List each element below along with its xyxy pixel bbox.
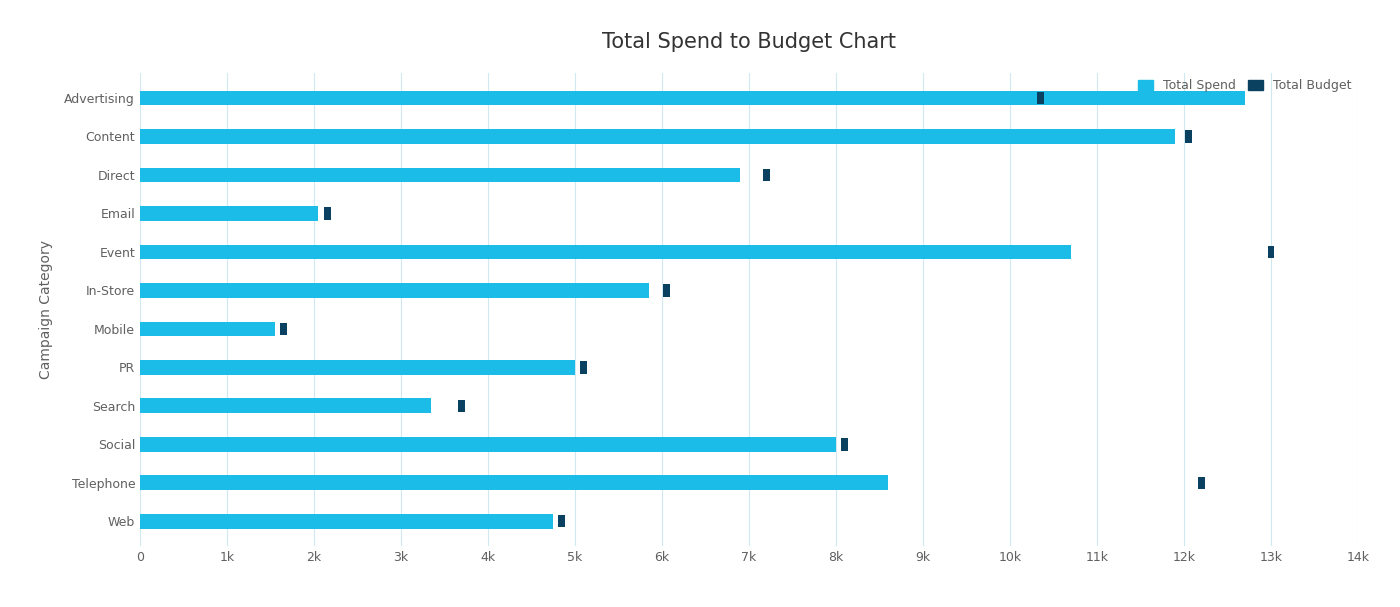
Bar (140, 245, 1071, 259)
Bar (140, 90, 1245, 105)
Bar (140, 437, 836, 452)
Bar (140, 398, 431, 413)
Bar (140, 360, 575, 375)
Y-axis label: Campaign Category: Campaign Category (39, 240, 53, 379)
Bar (140, 129, 1176, 144)
Legend: Total Spend, Total Budget: Total Spend, Total Budget (1138, 79, 1352, 92)
Bar (140, 514, 553, 529)
Bar (662, 284, 669, 297)
Bar (140, 475, 888, 490)
Title: Total Spend to Budget Chart: Total Spend to Budget Chart (602, 32, 896, 52)
Bar (580, 361, 587, 373)
Bar (841, 438, 848, 450)
Bar (140, 168, 741, 182)
Bar (140, 206, 318, 221)
Bar (1037, 92, 1044, 104)
Bar (763, 169, 770, 181)
Bar (280, 322, 287, 335)
Bar (140, 283, 650, 297)
Bar (1267, 246, 1274, 258)
Bar (1184, 130, 1191, 143)
Bar (323, 207, 330, 220)
Bar (458, 399, 465, 412)
Bar (559, 515, 566, 527)
Bar (140, 322, 274, 336)
Bar (1198, 476, 1205, 489)
